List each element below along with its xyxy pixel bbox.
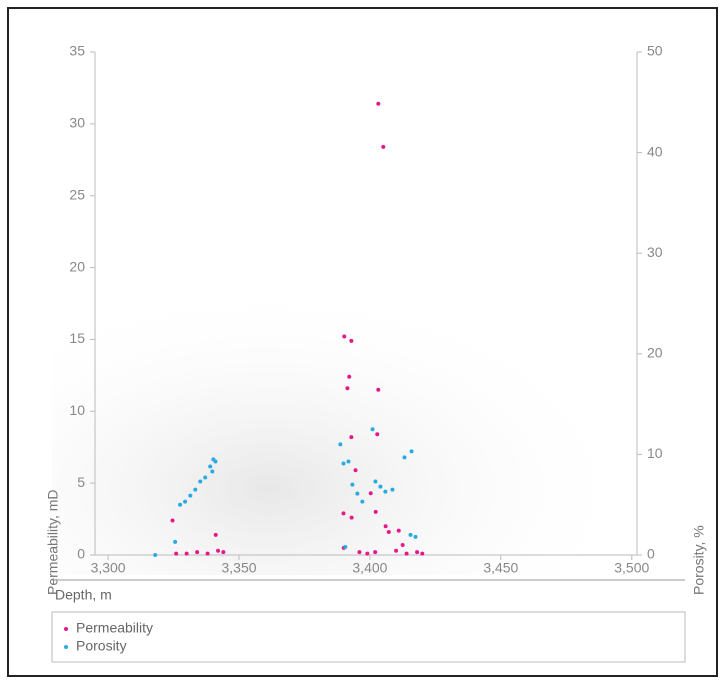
point (188, 494, 192, 498)
y-tick-label: 35 (69, 43, 85, 59)
point (375, 432, 379, 436)
point (347, 375, 351, 379)
point (171, 519, 175, 523)
point (381, 145, 385, 149)
point (410, 449, 414, 453)
y-tick-label: 15 (69, 330, 85, 346)
point (214, 533, 218, 537)
x-axis-label: Depth, m (55, 587, 112, 603)
y2-tick-label: 30 (647, 244, 663, 260)
y-tick-label: 5 (77, 474, 85, 490)
y-tick-label: 10 (69, 402, 85, 418)
point (355, 492, 359, 496)
background-texture (52, 230, 672, 575)
point (343, 545, 347, 549)
point (384, 524, 388, 528)
point (341, 461, 345, 465)
y2-tick-label: 20 (647, 345, 663, 361)
point (216, 549, 220, 553)
y-axis-label: Permeability, mD (45, 489, 61, 595)
y2-tick-label: 10 (647, 445, 663, 461)
point (198, 480, 202, 484)
y-tick-label: 20 (69, 258, 85, 274)
point (341, 511, 345, 515)
point (409, 533, 413, 537)
x-tick-label: 3,450 (483, 560, 518, 576)
point (206, 552, 210, 556)
y-tick-label: 25 (69, 186, 85, 202)
y-tick-label: 0 (77, 546, 85, 562)
point (208, 464, 212, 468)
point (383, 490, 387, 494)
point (402, 455, 406, 459)
point (369, 491, 373, 495)
point (193, 488, 197, 492)
point (221, 550, 225, 554)
x-tick-label: 3,350 (221, 560, 256, 576)
point (357, 550, 361, 554)
legend-label: Porosity (76, 638, 127, 654)
point (373, 480, 377, 484)
point (401, 543, 405, 547)
point (203, 476, 207, 480)
x-tick-label: 3,500 (614, 560, 649, 576)
chart: Permeability, mD Porosity, % Depth, m Pe… (0, 0, 725, 678)
point (376, 388, 380, 392)
point (387, 530, 391, 534)
point (173, 540, 177, 544)
point (342, 335, 346, 339)
point (174, 552, 178, 556)
y2-tick-label: 50 (647, 43, 663, 59)
point (195, 550, 199, 554)
legend-marker (64, 627, 68, 631)
point (420, 552, 424, 556)
point (185, 552, 189, 556)
point (365, 552, 369, 556)
point (378, 485, 382, 489)
point (413, 535, 417, 539)
point (349, 435, 353, 439)
point (345, 386, 349, 390)
point (415, 550, 419, 554)
point (394, 549, 398, 553)
x-tick-label: 3,300 (91, 560, 126, 576)
legend-label: Permeability (76, 620, 153, 636)
x-tick-label: 3,400 (352, 560, 387, 576)
point (376, 102, 380, 106)
point (360, 500, 364, 504)
point (210, 470, 214, 474)
point (354, 468, 358, 472)
point (346, 459, 350, 463)
point (350, 516, 354, 520)
legend-marker (64, 645, 68, 649)
point (183, 500, 187, 504)
point (397, 529, 401, 533)
point (405, 552, 409, 556)
point (390, 488, 394, 492)
point (338, 442, 342, 446)
point (213, 459, 217, 463)
point (371, 427, 375, 431)
point (153, 553, 157, 557)
point (374, 510, 378, 514)
point (350, 483, 354, 487)
point (349, 339, 353, 343)
point (178, 503, 182, 507)
y-tick-label: 30 (69, 115, 85, 131)
point (373, 550, 377, 554)
y2-tick-label: 40 (647, 143, 663, 159)
y2-axis-label: Porosity, % (691, 525, 707, 595)
